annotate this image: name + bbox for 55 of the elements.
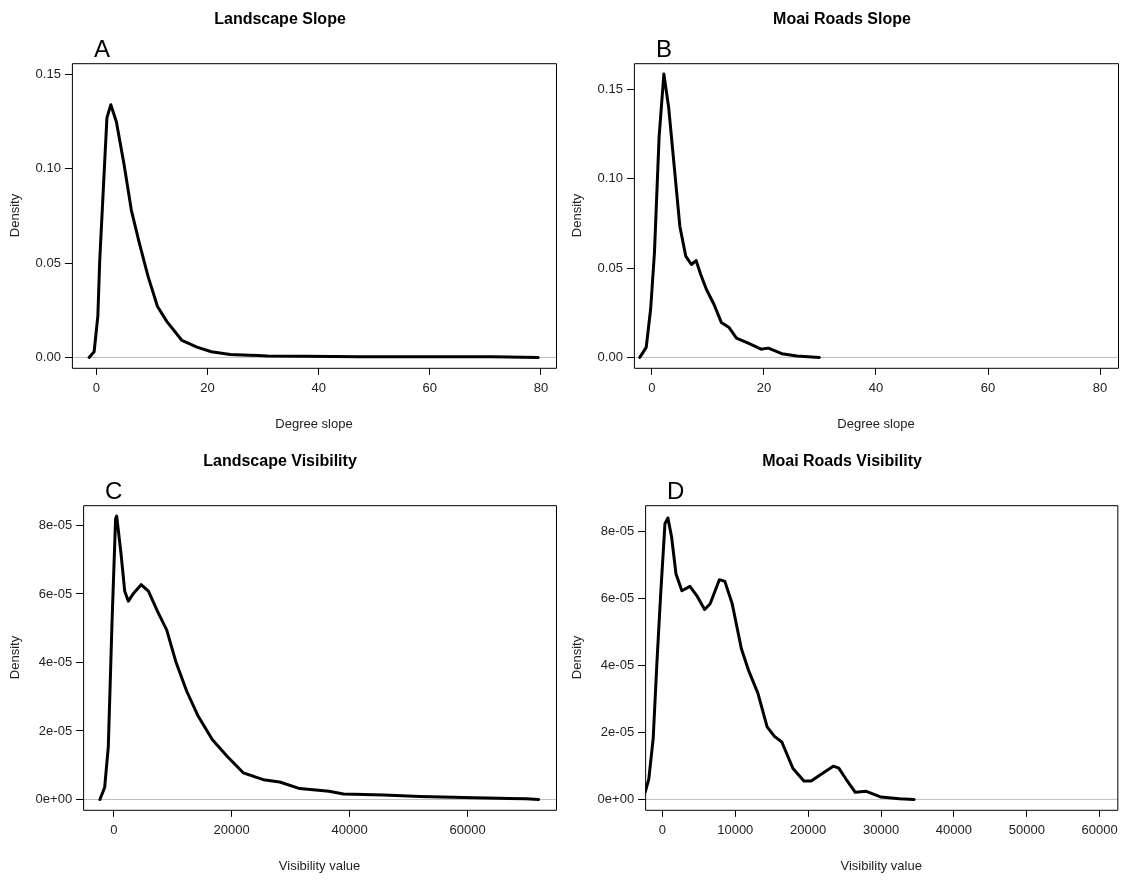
x-tick-label: 40 <box>868 380 884 396</box>
y-tick-label: 0.10 <box>35 160 61 176</box>
x-tick-label: 80 <box>533 380 549 396</box>
y-tick-label: 0.05 <box>597 259 623 275</box>
x-axis-title: Degree slope <box>275 415 353 431</box>
text: B <box>655 34 672 62</box>
y-tick-label: 0.10 <box>597 170 623 186</box>
x-axis-title: Visibility value <box>840 857 922 873</box>
y-tick-label: 6e-05 <box>600 589 635 605</box>
x-tick-label: 60 <box>980 380 996 396</box>
x-tick-label: 20 <box>200 380 215 396</box>
chart-title: Moai Roads Visibility <box>762 452 922 470</box>
x-tick-label: 60000 <box>449 822 486 838</box>
x-tick-label: 10000 <box>717 822 754 838</box>
y-tick-label: 0e+00 <box>35 791 73 807</box>
x-tick-label: 40000 <box>935 822 973 838</box>
y-tick-label: 8e-05 <box>38 516 73 532</box>
x-tick-label: 0 <box>648 380 656 396</box>
y-tick-label: 0.05 <box>35 254 61 270</box>
chart-title: Moai Roads Slope <box>773 10 911 28</box>
x-tick-label: 0 <box>658 822 666 838</box>
text: A <box>93 34 110 62</box>
y-axis-title: Density <box>569 193 585 238</box>
y-tick-label: 0.15 <box>35 66 61 82</box>
text: D <box>667 476 685 504</box>
x-axis-title: Degree slope <box>837 415 915 431</box>
x-tick-label: 20000 <box>790 822 827 838</box>
x-tick-label: 50000 <box>1008 822 1045 838</box>
y-tick-label: 4e-05 <box>38 654 73 670</box>
y-axis-title: Density <box>569 635 585 680</box>
chart-title: Landscape Slope <box>214 10 346 28</box>
y-tick-label: 6e-05 <box>38 585 73 601</box>
x-tick-label: 40000 <box>331 822 368 838</box>
y-tick-label: 8e-05 <box>600 522 635 538</box>
chart-title: Landscape Visibility <box>203 452 357 470</box>
x-tick-label: 20000 <box>213 822 250 838</box>
y-axis-title: Density <box>7 635 23 680</box>
x-tick-label: 0 <box>110 822 118 838</box>
y-tick-label: 2e-05 <box>600 723 635 739</box>
x-tick-label: 80 <box>1092 380 1108 396</box>
x-tick-label: 60000 <box>1081 822 1118 838</box>
x-tick-label: 0 <box>92 380 100 396</box>
text: C <box>105 476 123 504</box>
y-tick-label: 0e+00 <box>597 790 635 806</box>
y-tick-label: 0.00 <box>35 349 61 364</box>
y-tick-label: 2e-05 <box>38 722 73 738</box>
x-tick-label: 30000 <box>862 822 900 838</box>
x-tick-label: 20 <box>756 380 772 396</box>
x-tick-label: 60 <box>422 380 438 396</box>
x-axis-title: Visibility value <box>278 857 361 873</box>
y-tick-label: 0.00 <box>597 349 623 365</box>
y-axis-title: Density <box>7 193 23 238</box>
x-tick-label: 40 <box>311 380 326 396</box>
y-tick-label: 4e-05 <box>600 656 635 672</box>
y-tick-label: 0.15 <box>597 80 623 96</box>
